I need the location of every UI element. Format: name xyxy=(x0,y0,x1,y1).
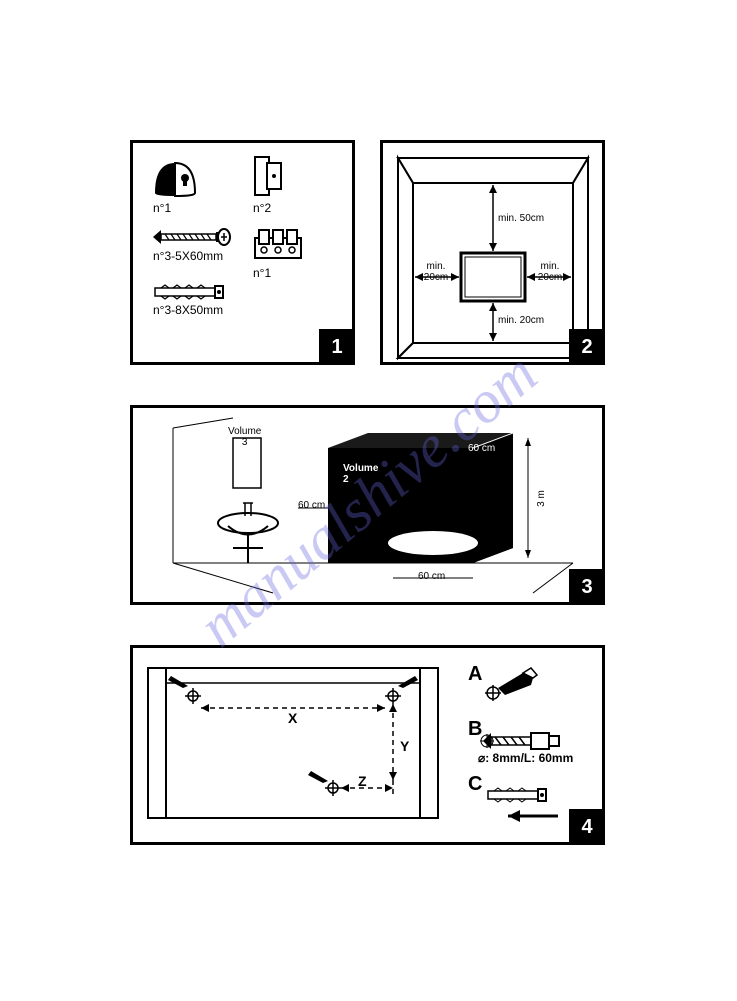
dim-x: X xyxy=(288,710,297,726)
step-badge-1: 1 xyxy=(319,329,355,365)
panel-1: n°1 n°2 n°3-5X60mm n° xyxy=(130,140,355,365)
dim-y: Y xyxy=(400,738,409,754)
step-badge-3: 3 xyxy=(569,569,605,605)
vol3-label: Volume 3 xyxy=(228,426,261,448)
page: manualshive.com n°1 n°2 n°3-5X60mm xyxy=(0,0,737,1001)
step-badge-2: 2 xyxy=(569,329,605,365)
anchor-icon xyxy=(153,283,228,301)
panel-4: X Y Z A B ⌀: 8mm/L: 60mm C 4 xyxy=(130,645,605,845)
d60-c: 60 cm xyxy=(418,571,445,582)
panel-3: Volume 3 Volume 2 60 cm 60 cm 60 cm 3 m … xyxy=(130,405,605,605)
manual-qty: n°1 xyxy=(153,201,171,215)
bracket-icon xyxy=(253,155,283,197)
h3m: 3 m xyxy=(536,490,547,507)
bathroom-diagram xyxy=(133,408,602,602)
clr-bottom: min. 20cm xyxy=(498,315,544,326)
letter-b: B xyxy=(468,718,482,741)
step-badge-4: 4 xyxy=(569,809,605,845)
b-drill-spec: ⌀: 8mm/L: 60mm xyxy=(478,751,573,765)
d60-b: 60 cm xyxy=(468,443,495,454)
clr-top: min. 50cm xyxy=(498,213,544,224)
dim-z: Z xyxy=(358,773,367,789)
drill-diagram xyxy=(133,648,602,842)
manual-icon xyxy=(153,158,198,198)
clip-icon xyxy=(253,228,303,263)
letter-c: C xyxy=(468,773,482,796)
d60-a: 60 cm xyxy=(298,500,325,511)
anchor-label: n°3-8X50mm xyxy=(153,303,223,317)
screw-icon xyxy=(153,228,233,246)
screw-label: n°3-5X60mm xyxy=(153,249,223,263)
vol2-label: Volume 2 xyxy=(343,463,378,485)
clr-left: min. 20cm xyxy=(421,261,451,283)
clr-right: min. 20cm xyxy=(535,261,565,283)
panel-2: min. 50cm min. 20cm min. 20cm min. 20cm … xyxy=(380,140,605,365)
clip-qty: n°1 xyxy=(253,266,271,280)
bracket-qty: n°2 xyxy=(253,201,271,215)
letter-a: A xyxy=(468,663,482,686)
